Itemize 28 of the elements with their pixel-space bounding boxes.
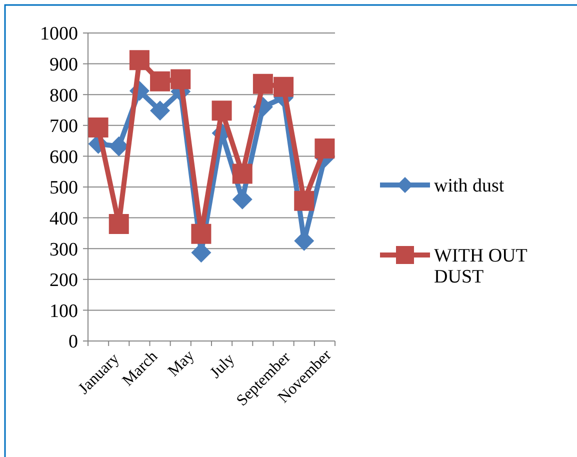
point: [274, 76, 294, 97]
point: [170, 69, 191, 90]
point: [108, 214, 129, 234]
y-tick-label: 800: [50, 85, 78, 106]
y-tick-label: 300: [50, 239, 78, 260]
point: [88, 118, 108, 138]
point: [191, 224, 212, 244]
legend-label: WITH OUT DUST: [434, 246, 528, 288]
point: [129, 50, 150, 70]
point: [212, 100, 232, 121]
y-tick-label: 700: [50, 116, 78, 138]
x-tick-label: May: [165, 347, 198, 380]
y-tick-label: 200: [50, 270, 78, 292]
legend-label: with dust: [434, 176, 505, 197]
point: [150, 71, 170, 92]
point: [294, 190, 314, 211]
x-tick-label: July: [207, 350, 238, 382]
point: [252, 74, 273, 94]
y-tick-label: 400: [50, 208, 78, 230]
point: [232, 164, 252, 184]
y-tick-label: 1000: [40, 24, 78, 45]
y-tick-label: 900: [50, 54, 78, 76]
y-tick-label: 500: [50, 178, 78, 199]
y-tick-label: 0: [68, 332, 78, 353]
point: [314, 138, 335, 158]
point: [150, 100, 170, 121]
y-tick-label: 100: [50, 300, 78, 322]
y-tick-label: 600: [50, 146, 78, 168]
